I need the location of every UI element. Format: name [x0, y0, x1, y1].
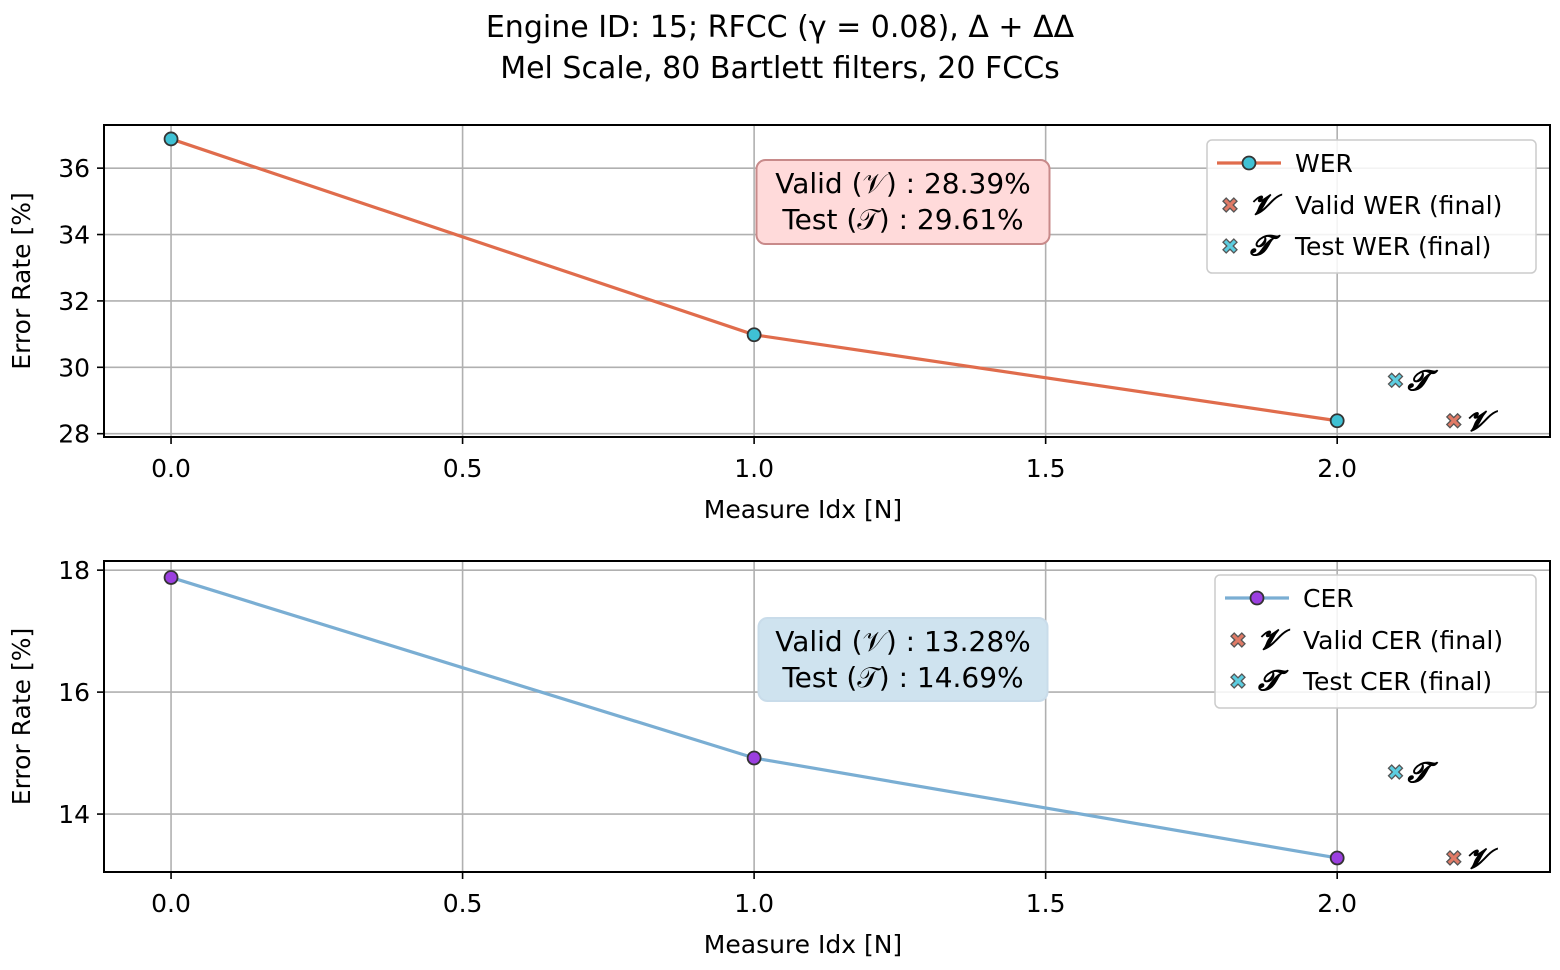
wer-data-point: [1329, 413, 1345, 429]
legend-test-swatch: [1222, 238, 1238, 254]
valid-final-symbol: 𝓥: [1466, 842, 1499, 875]
test-final-marker: [1387, 764, 1404, 780]
x-tick-label: 2.0: [1317, 889, 1357, 918]
y-tick-label: 34: [58, 221, 90, 250]
legend-frame: [1214, 574, 1537, 709]
legend-label-test: Test CER (final): [1302, 667, 1492, 696]
x-tick-label: 1.0: [734, 454, 774, 483]
x-axis-label: Measure Idx [N]: [704, 495, 902, 524]
legend-test-swatch: [1230, 673, 1246, 689]
x-tick-label: 0.5: [443, 889, 483, 918]
wer-data-point: [163, 131, 179, 147]
summary-valid-text: Valid (𝒱) : 28.39%: [775, 167, 1031, 200]
summary-test-text: Test (𝒯) : 29.61%: [781, 203, 1023, 236]
y-tick-label: 28: [58, 420, 90, 449]
x-tick-label: 0.0: [151, 454, 191, 483]
x-tick-label: 0.0: [151, 889, 191, 918]
valid-final-marker: [1445, 412, 1462, 429]
cer-summary-box: [757, 617, 1049, 702]
x-tick-label: 1.5: [1026, 454, 1066, 483]
legend-label-test: Test WER (final): [1294, 232, 1491, 261]
y-axis-label: Error Rate [%]: [7, 628, 36, 805]
cer-data-point: [1329, 850, 1345, 866]
test-final-symbol: 𝓣: [1407, 364, 1438, 397]
test-final-symbol: 𝓣: [1407, 756, 1438, 789]
legend-valid-swatch: [1230, 632, 1246, 648]
legend-valid-swatch: [1222, 197, 1238, 213]
legend-frame: [1206, 139, 1537, 274]
axes-frame: [103, 560, 1551, 873]
valid-final-symbol: 𝓥: [1466, 405, 1499, 438]
wer-summary-box: [755, 159, 1051, 245]
wer-data-point: [746, 327, 762, 343]
cer-data-point: [163, 570, 179, 585]
y-tick-label: 32: [58, 287, 90, 316]
legend-label-wer: WER: [1295, 149, 1353, 178]
x-tick-label: 1.0: [734, 889, 774, 918]
legend-label-valid: Valid WER (final): [1295, 191, 1502, 220]
legend-label-valid: Valid CER (final): [1303, 626, 1503, 655]
legend-label-cer: CER: [1303, 584, 1354, 613]
x-tick-label: 1.5: [1026, 889, 1066, 918]
axes-frame: [103, 124, 1551, 438]
summary-test-text: Test (𝒯) : 14.69%: [781, 661, 1023, 694]
y-tick-label: 16: [58, 678, 90, 707]
y-tick-label: 36: [58, 154, 90, 183]
legend-marker-swatch: [1241, 155, 1257, 171]
y-tick-label: 30: [58, 353, 90, 382]
x-axis-label: Measure Idx [N]: [704, 930, 902, 959]
y-tick-label: 18: [58, 556, 90, 585]
x-tick-label: 0.5: [443, 454, 483, 483]
cer-subplot: 0.0 0.5 1.0 1.5 2.0 14 16 18 Measure Idx [N] Erro…: [7, 556, 1551, 959]
legend-marker-swatch: [1249, 590, 1265, 606]
x-tick-label: 2.0: [1317, 454, 1357, 483]
test-final-marker: [1387, 372, 1404, 389]
title-line-2: Mel Scale, 80 Bartlett filters, 20 FCCs: [500, 51, 1060, 86]
wer-subplot: 0.0 0.5 1.0 1.5 2.0 28 30 32 34 36 Measure Idx [N]…: [7, 124, 1551, 524]
y-axis-label: Error Rate [%]: [7, 192, 36, 369]
cer-data-point: [746, 750, 762, 766]
y-tick-label: 14: [58, 800, 90, 829]
valid-final-marker: [1445, 850, 1462, 866]
summary-valid-text: Valid (𝒱) : 13.28%: [775, 625, 1031, 658]
title-line-1: Engine ID: 15; RFCC (γ = 0.08), Δ + ΔΔ: [486, 10, 1075, 45]
